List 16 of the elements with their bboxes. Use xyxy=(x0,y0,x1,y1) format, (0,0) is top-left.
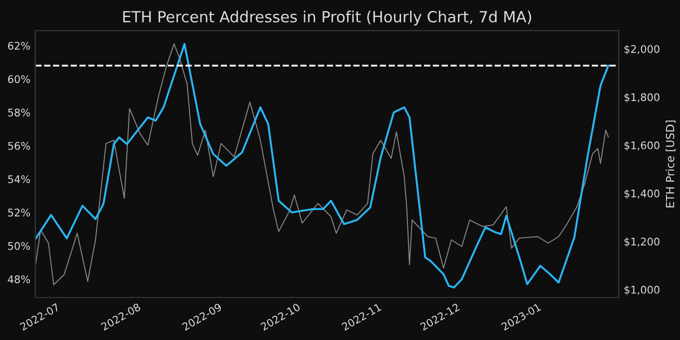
y-tick-label: 60% xyxy=(8,75,30,84)
y2-tick-label: $1,400 xyxy=(624,189,660,199)
y-tick-label: 62% xyxy=(8,42,30,50)
y2-axis-title: ETH Price [USD] xyxy=(666,120,676,208)
y-tick-label: 52% xyxy=(8,208,30,217)
y-tick-label: 54% xyxy=(8,175,30,184)
y2-tick-label: $2,000 xyxy=(624,44,660,54)
y2-tick-label: $1,200 xyxy=(624,237,660,247)
chart-title: ETH Percent Addresses in Profit (Hourly Chart, 7d MA) xyxy=(123,10,532,26)
y2-tick-label: $1,800 xyxy=(624,93,660,103)
y-tick-label: 50% xyxy=(8,242,30,250)
y-tick-label: 58% xyxy=(8,108,30,116)
y-tick-label: 56% xyxy=(8,142,30,150)
y-tick-label: 48% xyxy=(8,275,30,284)
y2-tick-label: $1,600 xyxy=(624,141,660,151)
y2-tick-label: $1,000 xyxy=(624,286,660,296)
